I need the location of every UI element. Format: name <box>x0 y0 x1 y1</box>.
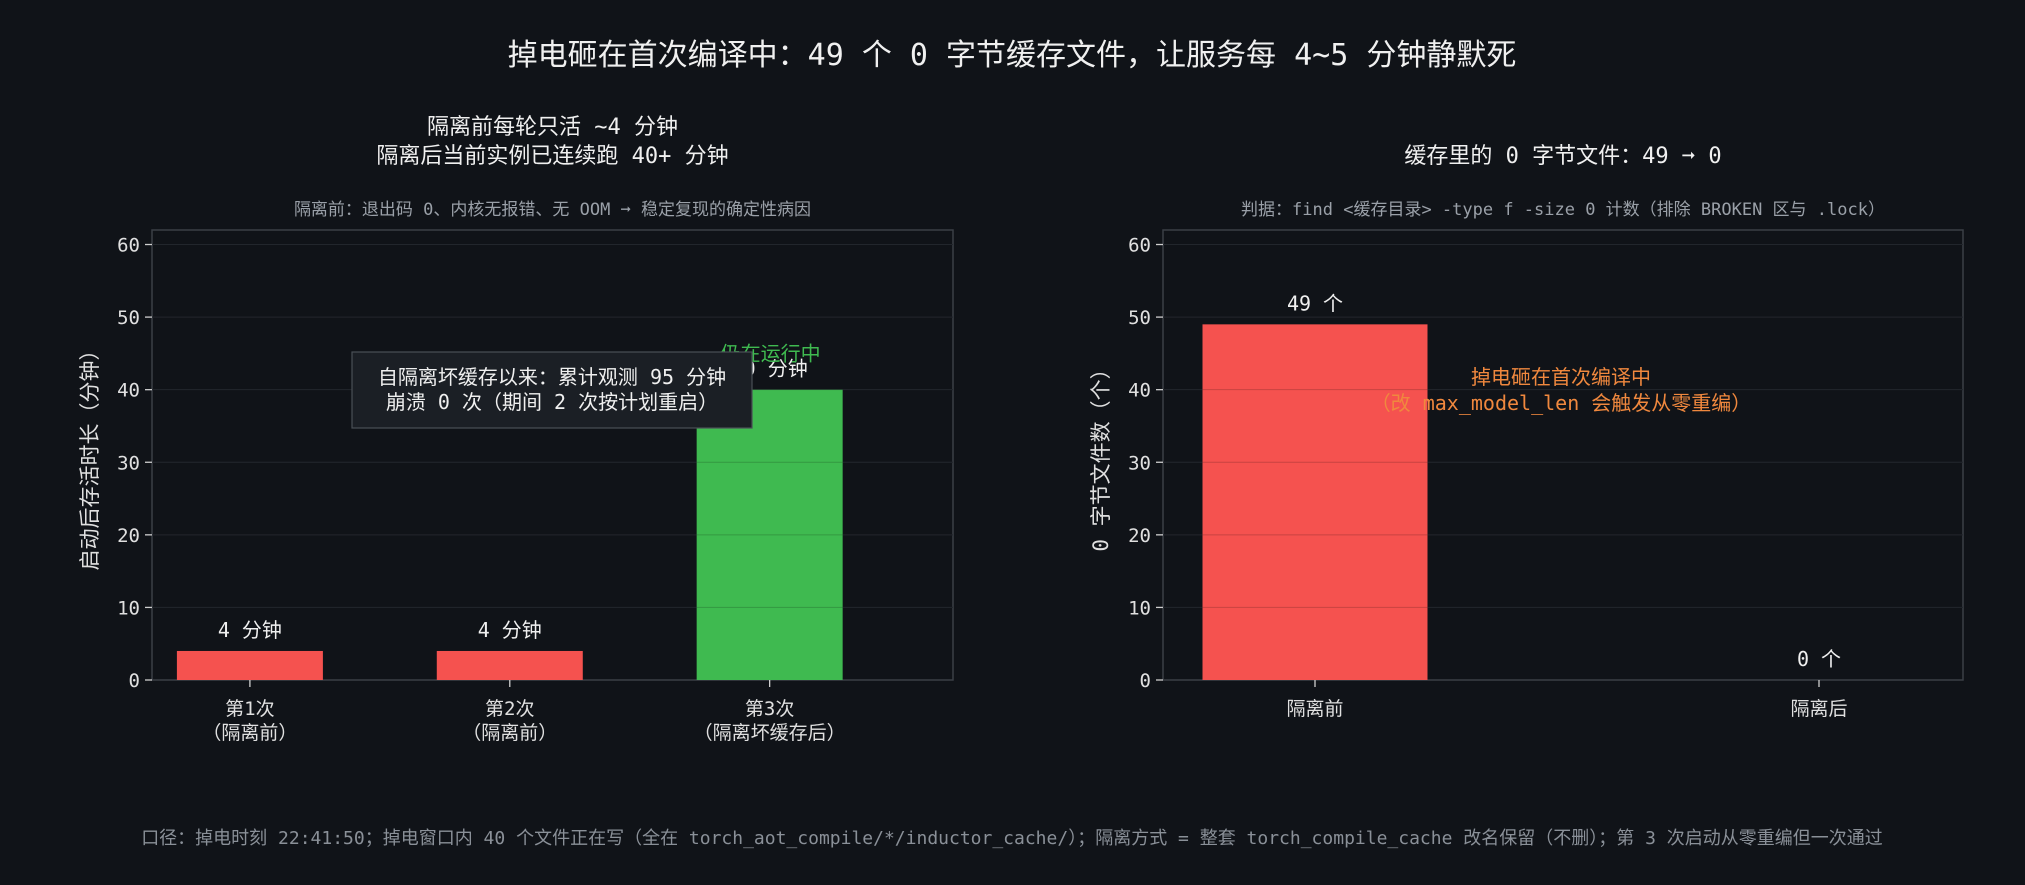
x-tick-label: 第3次 <box>745 698 794 720</box>
y-tick-label: 60 <box>1128 235 1151 257</box>
y-tick-label: 0 <box>129 670 140 692</box>
x-tick-label: （隔离前） <box>462 722 557 744</box>
panel-zero-byte-chart: 缓存里的 0 字节文件：49 ➞ 0 判据：find <缓存目录> -type f… <box>1089 144 1964 720</box>
callout-annotation: （改 max_model_len 会触发从零重编） <box>1371 391 1752 415</box>
summary-box <box>351 351 753 429</box>
x-tick-label: 第2次 <box>485 698 534 720</box>
y-axis-label: 0 字节文件数（个） <box>1089 358 1113 551</box>
y-tick-label: 20 <box>1128 525 1151 547</box>
y-tick-label: 30 <box>1128 452 1151 474</box>
x-tick-label: （隔离前） <box>202 722 297 744</box>
y-tick-label: 10 <box>117 597 140 619</box>
data-label: 49 个 <box>1287 291 1343 315</box>
y-tick-label: 20 <box>117 525 140 547</box>
x-tick-label: 隔离前 <box>1286 698 1343 720</box>
y-tick-label: 60 <box>117 235 140 257</box>
y-tick-label: 0 <box>1140 670 1151 692</box>
panel-title: 隔离前每轮只活 ~4 分钟 <box>427 115 678 140</box>
bar <box>696 389 843 680</box>
figure-title: 掉电砸在首次编译中：49 个 0 字节缓存文件，让服务每 4~5 分钟静默死 <box>508 38 1517 73</box>
y-tick-label: 40 <box>117 380 140 402</box>
y-tick-label: 10 <box>1128 597 1151 619</box>
y-tick-label: 50 <box>1128 307 1151 329</box>
summary-box-text: 自隔离坏缓存以来：累计观测 95 分钟 <box>378 365 726 389</box>
panel-subtitle: 隔离前：退出码 0、内核无报错、无 OOM ➞ 稳定复现的确定性病因 <box>294 200 811 220</box>
bar <box>436 650 583 680</box>
bar <box>1202 324 1428 680</box>
data-label: 4 分钟 <box>478 618 542 642</box>
summary-box-text: 崩溃 0 次（期间 2 次按计划重启） <box>386 390 718 414</box>
data-label: 0 个 <box>1797 647 1841 671</box>
y-tick-label: 30 <box>117 452 140 474</box>
x-tick-label: 隔离后 <box>1790 698 1847 720</box>
y-tick-label: 50 <box>117 307 140 329</box>
footnote: 口径：掉电时刻 22:41:50；掉电窗口内 40 个文件正在写（全在 torc… <box>141 828 1883 849</box>
panel-title: 隔离后当前实例已连续跑 40+ 分钟 <box>376 144 728 169</box>
plot-frame <box>1162 229 1964 681</box>
y-axis-label: 启动后存活时长（分钟） <box>78 340 102 571</box>
x-tick-label: 第1次 <box>225 698 274 720</box>
y-tick-label: 40 <box>1128 380 1151 402</box>
panel-subtitle: 判据：find <缓存目录> -type f -size 0 计数（排除 BRO… <box>1241 200 1885 220</box>
x-tick-label: （隔离坏缓存后） <box>694 722 846 744</box>
callout-annotation: 掉电砸在首次编译中 <box>1471 365 1651 389</box>
panel-title: 缓存里的 0 字节文件：49 ➞ 0 <box>1404 144 1721 169</box>
bar <box>176 650 323 680</box>
data-label: 4 分钟 <box>218 618 282 642</box>
